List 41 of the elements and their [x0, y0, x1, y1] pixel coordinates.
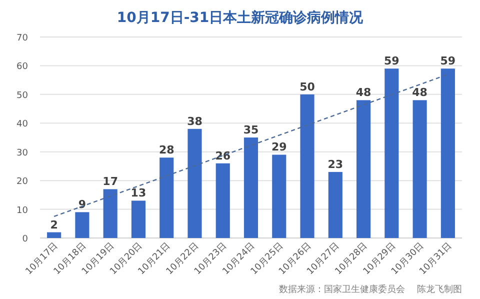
bar	[103, 189, 118, 238]
bar	[356, 100, 371, 238]
data-label: 38	[187, 114, 202, 128]
data-label: 29	[271, 140, 287, 154]
bar	[160, 158, 174, 238]
data-label: 35	[243, 124, 259, 136]
data-label: 48	[412, 86, 428, 100]
bar	[75, 212, 90, 238]
data-label: 59	[440, 54, 456, 68]
bar	[300, 94, 314, 238]
y-tick-label: 10	[16, 206, 28, 216]
bar	[412, 100, 427, 238]
data-label: 2	[50, 218, 58, 232]
data-label: 48	[356, 86, 372, 100]
bar	[47, 232, 62, 238]
data-label: 13	[130, 186, 146, 200]
bar	[216, 163, 230, 238]
data-label: 17	[102, 175, 118, 188]
y-tick-label: 20	[16, 177, 28, 188]
bar	[244, 138, 258, 238]
source-note: 数据来源：国家卫生健康委员会	[279, 284, 405, 295]
bar	[328, 172, 342, 238]
data-label: 26	[215, 149, 231, 162]
bar	[440, 68, 455, 238]
bar	[188, 128, 202, 238]
y-tick-label: 60	[16, 62, 28, 72]
y-tick-label: 0	[22, 234, 28, 244]
data-label: 23	[328, 158, 344, 171]
data-label: 9	[78, 198, 86, 212]
data-label: 50	[300, 80, 316, 94]
bar	[131, 200, 146, 238]
y-tick-label: 70	[16, 34, 28, 44]
chart-title: 10月17日-31日本土新冠确诊病例情况	[116, 9, 364, 26]
y-tick-label: 40	[16, 120, 28, 130]
y-tick-label: 30	[16, 148, 28, 158]
data-label: 28	[158, 144, 174, 157]
bar	[384, 68, 399, 238]
data-label: 59	[384, 54, 400, 68]
text: 陈龙飞制图	[417, 284, 462, 295]
y-tick-label: 50	[16, 90, 28, 101]
bar	[272, 154, 286, 238]
